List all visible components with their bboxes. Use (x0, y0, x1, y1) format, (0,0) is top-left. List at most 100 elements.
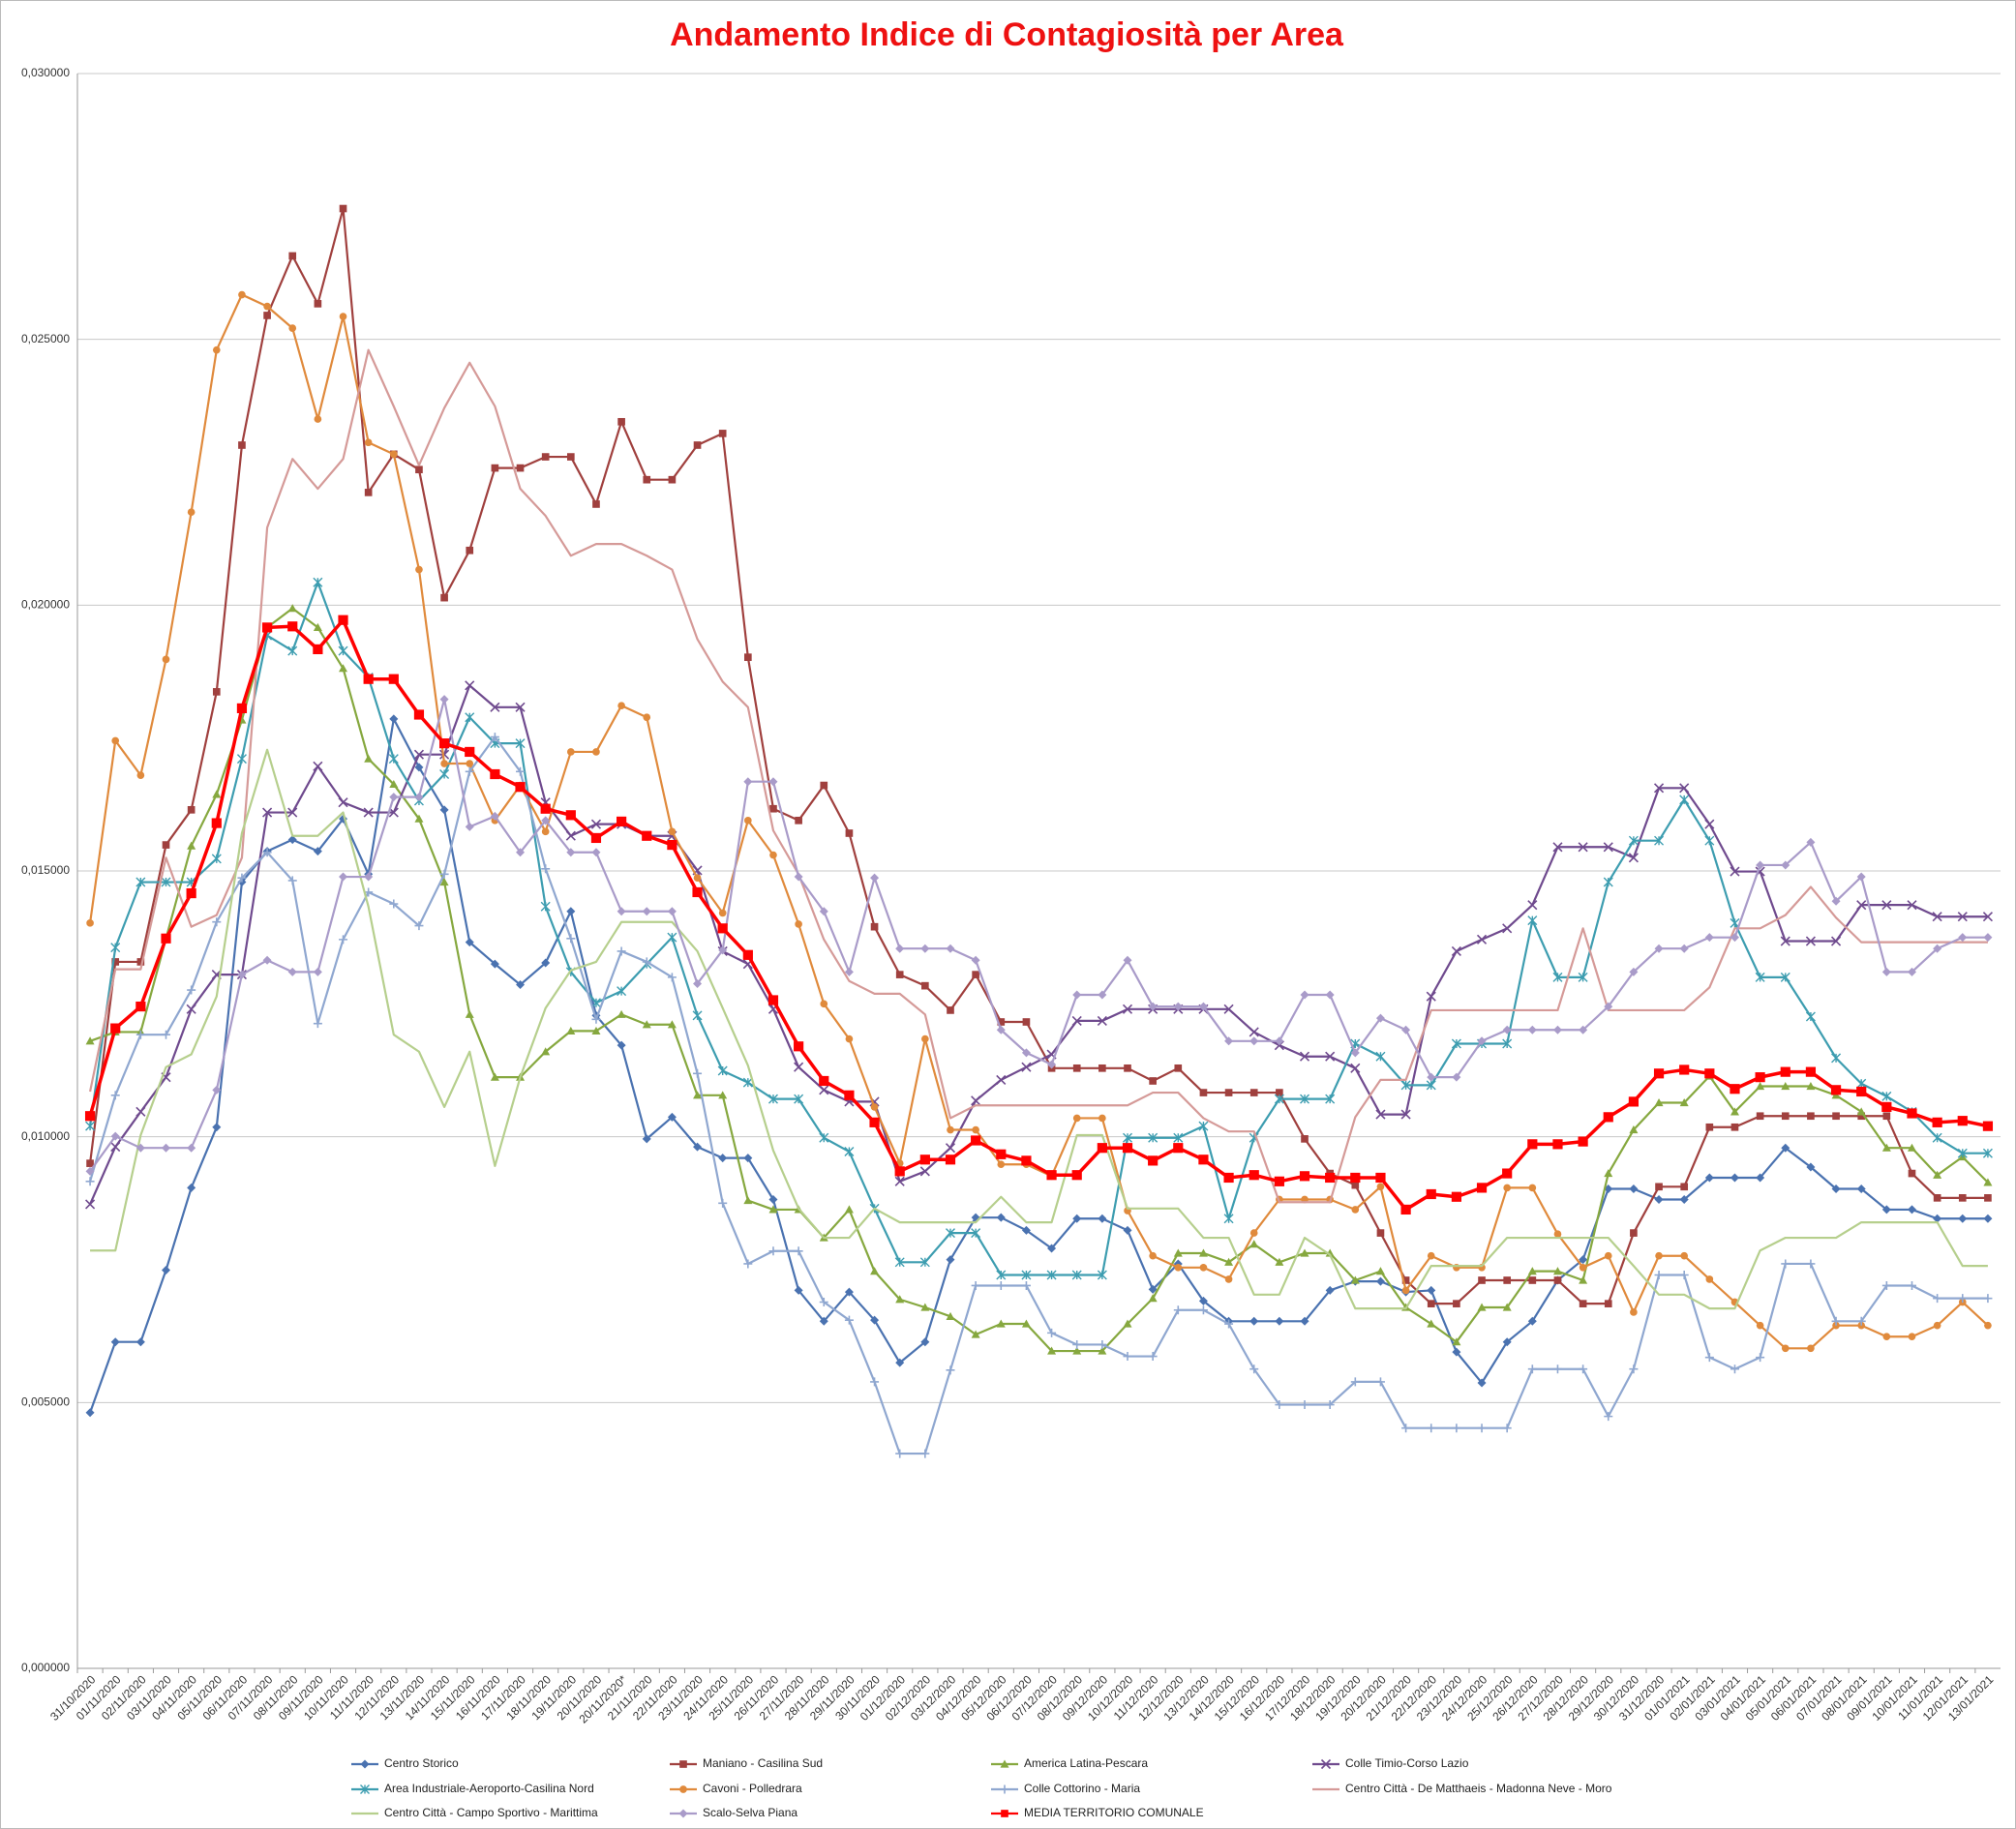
marker (1249, 1170, 1259, 1181)
marker (1856, 1078, 1867, 1089)
marker (1907, 1143, 1916, 1152)
marker (1047, 1346, 1057, 1355)
marker (516, 848, 526, 857)
marker (515, 702, 526, 712)
marker (389, 793, 399, 802)
legend-label: Centro Città - Campo Sportivo - Marittim… (384, 1806, 598, 1819)
marker (643, 475, 651, 484)
marker (566, 934, 576, 944)
marker (338, 797, 348, 808)
marker (1072, 1214, 1082, 1223)
marker (1173, 1305, 1183, 1315)
marker (1274, 1176, 1284, 1186)
marker (1001, 1810, 1008, 1817)
marker (1325, 1248, 1335, 1257)
marker (744, 816, 752, 825)
marker (1881, 1101, 1892, 1113)
marker (1552, 1025, 1562, 1034)
marker (919, 1166, 930, 1177)
marker (1655, 1183, 1663, 1191)
marker (1022, 1018, 1031, 1026)
marker (1958, 1194, 1967, 1202)
marker (313, 577, 323, 587)
marker (617, 1009, 626, 1018)
marker (617, 1040, 626, 1050)
marker (1198, 1305, 1208, 1315)
marker (1199, 1263, 1208, 1272)
marker (313, 622, 322, 632)
marker (678, 1809, 688, 1818)
marker (1856, 1184, 1866, 1194)
marker (1350, 1275, 1360, 1284)
marker (642, 830, 652, 841)
marker (1807, 1112, 1815, 1121)
marker (1098, 990, 1107, 1000)
marker (693, 1068, 703, 1078)
marker (1149, 1251, 1157, 1260)
marker (1477, 1036, 1487, 1046)
marker (819, 907, 828, 916)
marker (591, 1026, 601, 1034)
marker (1123, 1319, 1132, 1328)
marker (566, 848, 576, 857)
legend-label: Cavoni - Polledrara (703, 1782, 802, 1795)
marker (86, 1159, 94, 1167)
marker (1223, 1004, 1234, 1014)
marker (1604, 1002, 1613, 1011)
marker (1553, 1276, 1562, 1284)
marker (1704, 819, 1715, 829)
marker (1401, 1424, 1411, 1433)
marker (1148, 1352, 1158, 1362)
marker (1805, 936, 1816, 946)
marker (844, 1147, 855, 1157)
marker (1881, 900, 1892, 911)
marker (1730, 866, 1740, 877)
marker (819, 1298, 828, 1307)
marker (389, 899, 399, 909)
marker (186, 887, 196, 899)
marker (1173, 1143, 1184, 1154)
legend-label: Area Industriale-Aeroporto-Casilina Nord (384, 1782, 594, 1795)
marker (1478, 1276, 1486, 1284)
marker (617, 702, 625, 709)
marker (1552, 1139, 1563, 1150)
marker (1401, 1276, 1410, 1284)
marker (515, 738, 526, 749)
y-tick-label: 0,010000 (21, 1129, 70, 1143)
marker (541, 816, 551, 825)
marker (1300, 1094, 1310, 1104)
marker (1831, 1184, 1841, 1194)
marker (1679, 1064, 1690, 1075)
marker (1579, 1025, 1588, 1034)
marker (667, 907, 677, 916)
marker (1173, 1002, 1183, 1011)
marker (261, 622, 273, 633)
marker (1502, 1168, 1513, 1179)
marker (490, 811, 499, 821)
marker (1654, 1194, 1664, 1204)
marker (743, 1154, 753, 1163)
marker (1756, 1081, 1765, 1091)
marker (465, 680, 475, 691)
legend-item: Maniano - Casilina Sud (670, 1756, 823, 1770)
marker (667, 1112, 677, 1122)
marker (1427, 1251, 1435, 1260)
marker (1527, 1139, 1538, 1150)
marker (1984, 1194, 1992, 1202)
marker (1881, 1091, 1892, 1101)
marker (971, 1330, 980, 1338)
marker (1679, 944, 1689, 953)
line (88, 207, 1988, 1305)
marker (1046, 1170, 1057, 1181)
marker (439, 749, 450, 760)
marker (743, 1196, 753, 1205)
marker (768, 777, 778, 787)
marker (313, 847, 322, 856)
marker (1503, 1276, 1512, 1284)
marker (313, 967, 322, 976)
legend-label: Colle Timio-Corso Lazio (1345, 1756, 1469, 1770)
marker (389, 450, 398, 459)
marker (1579, 1275, 1588, 1284)
marker (679, 1760, 687, 1768)
legend-item: Colle Cottorino - Maria (991, 1782, 1140, 1795)
